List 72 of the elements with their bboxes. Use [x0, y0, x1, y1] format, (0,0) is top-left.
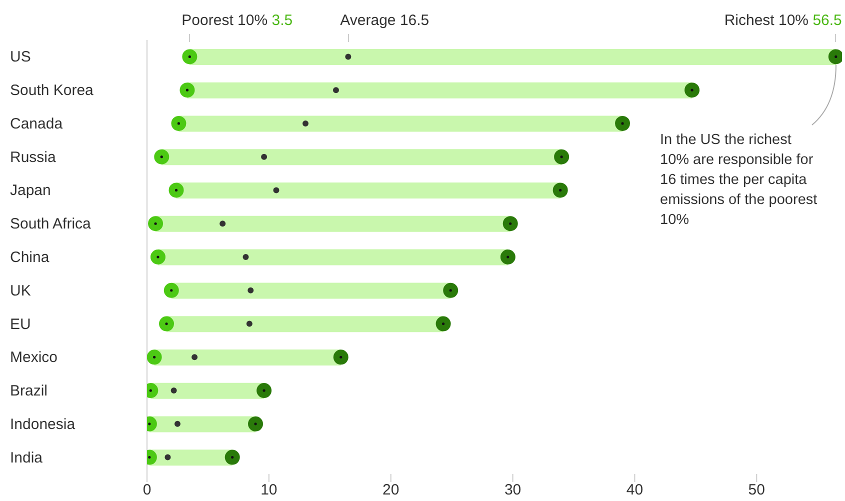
y-tick-label: Russia [10, 148, 57, 166]
point [248, 416, 264, 432]
point [242, 254, 249, 260]
point [261, 154, 268, 160]
y-tick-label: EU [10, 316, 31, 333]
point [333, 350, 348, 365]
bar [154, 349, 341, 366]
point [684, 82, 700, 98]
point [154, 149, 170, 164]
point [332, 87, 339, 94]
y-tick-label: South Korea [10, 82, 94, 100]
bar [158, 249, 508, 266]
point [147, 350, 162, 365]
text: Richest 10% [724, 12, 809, 29]
point [500, 250, 516, 264]
point [170, 388, 177, 394]
y-tick-label: Mexico [10, 349, 58, 366]
x-tick-label: 30 [504, 482, 522, 499]
point [443, 282, 458, 298]
bar [176, 182, 560, 199]
point [168, 182, 184, 198]
y-tick-label: China [10, 249, 50, 266]
point [224, 450, 240, 465]
point [436, 316, 451, 332]
series-label: Average [340, 12, 396, 29]
point [164, 454, 171, 460]
bar [187, 82, 692, 98]
y-tick-label: South Africa [10, 216, 92, 233]
y-tick-label: Japan [10, 182, 51, 200]
point [552, 182, 568, 198]
x-tick-label: 50 [748, 482, 765, 499]
point [256, 383, 272, 398]
x-tick-label: 0 [142, 482, 152, 499]
point [150, 250, 166, 264]
point [273, 187, 280, 194]
y-tick-label: US [10, 48, 31, 66]
annotation: In the US the richest 10% are responsible for 16 times the per capita emissions of the poorest 10% [660, 131, 818, 230]
y-tick-label: India [10, 449, 44, 466]
point [148, 216, 164, 232]
y-tick-label: Brazil [10, 382, 48, 400]
point [174, 420, 180, 427]
text: 56.5 [812, 12, 842, 29]
y-tick-label: Canada [10, 115, 64, 132]
point [220, 220, 226, 227]
point [554, 149, 570, 164]
point [302, 120, 309, 126]
point [171, 116, 186, 131]
text: 16.5 [398, 12, 430, 29]
bar [171, 282, 451, 299]
point [164, 282, 179, 298]
point [159, 316, 174, 332]
bar [178, 116, 623, 132]
point [248, 287, 254, 294]
point [345, 54, 352, 60]
point [828, 49, 842, 64]
bar [162, 149, 562, 166]
point [182, 49, 198, 64]
point [246, 320, 252, 327]
x-tick-label: 10 [260, 482, 278, 499]
y-tick-label: UK [10, 282, 31, 300]
point [615, 116, 630, 131]
point [180, 82, 195, 98]
series-label: Poorest 10% [182, 12, 268, 29]
bar [156, 216, 510, 232]
bar [190, 49, 836, 65]
text: 3.5 [270, 12, 293, 29]
x-tick-label: 40 [626, 482, 644, 499]
bar [166, 316, 444, 332]
x-tick-label: 20 [382, 482, 400, 499]
point [502, 216, 518, 232]
point [192, 354, 198, 360]
y-tick-label: Indonesia [10, 416, 76, 433]
